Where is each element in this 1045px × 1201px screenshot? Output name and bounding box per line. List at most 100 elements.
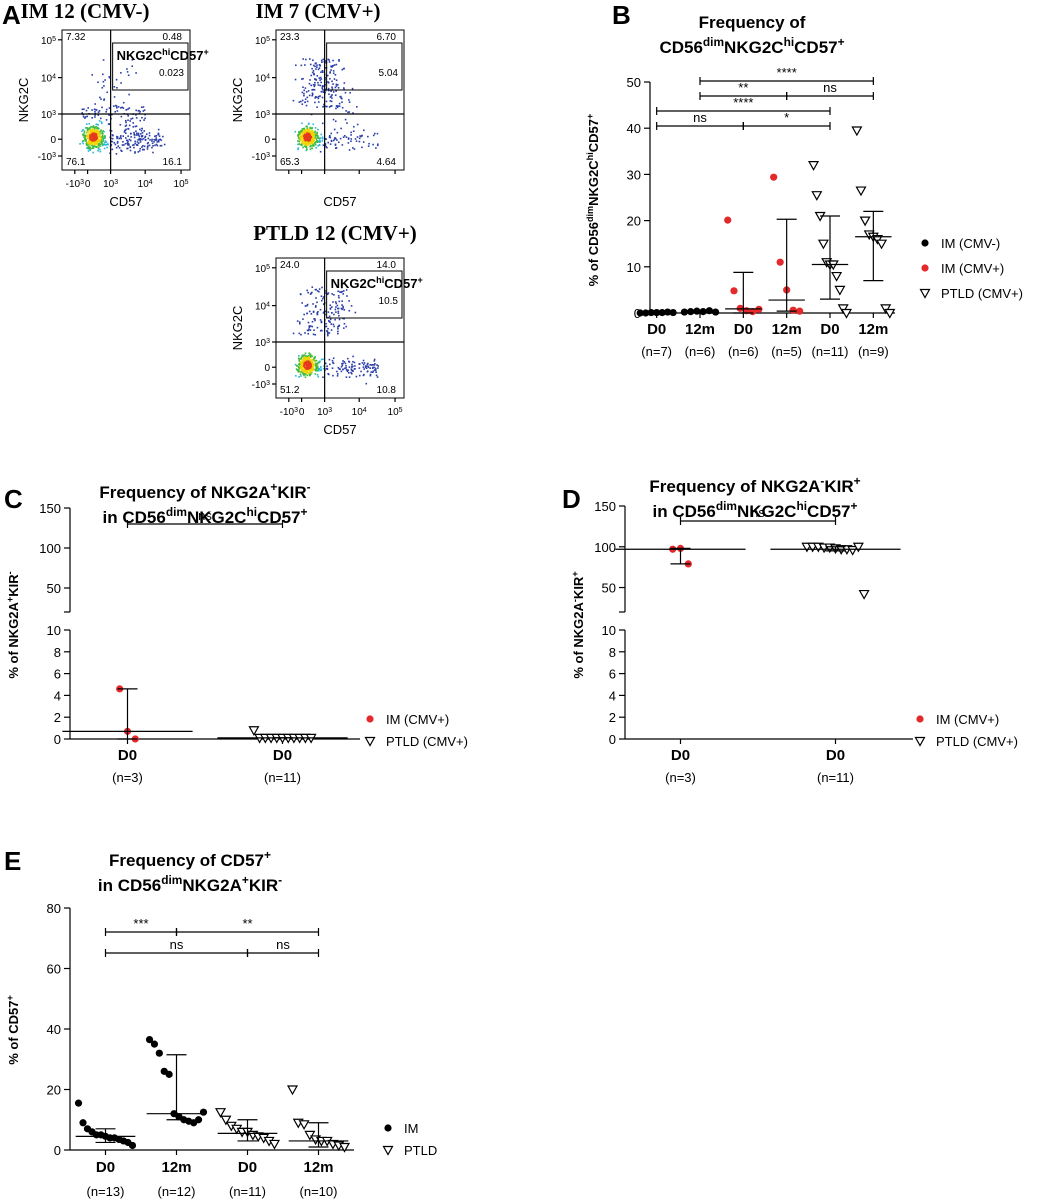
density-dot [98, 136, 101, 138]
density-dot [345, 376, 348, 378]
density-dot [317, 81, 319, 84]
density-dot [309, 144, 312, 147]
text-part: + [838, 35, 845, 49]
density-dot [316, 131, 319, 134]
density-dot [95, 132, 98, 134]
density-dot [346, 369, 349, 372]
point [155, 1049, 163, 1057]
point [165, 1070, 173, 1078]
density-dot [330, 306, 333, 308]
text-part: 10 [255, 74, 267, 85]
density-dot [327, 89, 330, 92]
quadrant-value: 24.0 [280, 260, 300, 271]
y-tick-label: 40 [47, 1022, 61, 1037]
density-dot [301, 302, 303, 304]
density-dot [300, 375, 302, 377]
density-dot [309, 373, 312, 376]
density-dot [321, 96, 324, 99]
text-part: 10 [255, 338, 267, 349]
density-dot [98, 138, 101, 141]
x-tick-label: -103 [66, 179, 84, 191]
chart-title: Frequency of CD57+ [109, 848, 271, 870]
density-dot [308, 326, 311, 329]
density-dot [141, 116, 143, 119]
density-dot [314, 62, 317, 65]
density-dot [363, 368, 365, 370]
density-dot [306, 368, 308, 370]
density-dot [82, 115, 85, 118]
text-part: NKG2C [331, 276, 377, 291]
y-axis-label: % of CD57+ [5, 995, 21, 1065]
density-dot [115, 105, 118, 108]
point [859, 216, 871, 227]
density-dot [155, 137, 158, 139]
density-dot [328, 59, 330, 61]
density-dot [303, 127, 306, 130]
density-dot [373, 369, 376, 371]
text-part: NKG2C [187, 508, 247, 527]
density-dot [313, 89, 316, 91]
density-dot [86, 147, 88, 149]
density-dot [103, 136, 106, 139]
x-tick-label: D0 [820, 321, 839, 338]
y-tick-label: -103 [252, 380, 270, 392]
y-tick-label: 4 [609, 688, 616, 703]
density-dot [352, 360, 354, 363]
density-dot [335, 83, 338, 86]
density-dot [129, 146, 131, 149]
density-dot [329, 136, 332, 139]
quadrant-value: 4.64 [377, 157, 397, 168]
density-dot [319, 79, 321, 81]
text-part: 5 [266, 35, 270, 42]
text-part: 4 [52, 73, 56, 80]
density-dot [322, 296, 325, 298]
point [128, 1141, 137, 1150]
density-dot [131, 65, 134, 68]
text-part: -10 [252, 380, 267, 391]
density-dot [367, 145, 370, 147]
density-dot [372, 143, 374, 146]
density-dot [313, 85, 316, 88]
density-dot [371, 371, 374, 374]
density-dot [331, 88, 334, 90]
density-dot [314, 305, 317, 307]
density-dot [127, 108, 129, 110]
density-dot [303, 359, 305, 361]
density-dot [92, 126, 95, 129]
density-dot [319, 329, 322, 332]
density-dot [84, 116, 87, 118]
density-dot [145, 133, 148, 135]
density-dot [303, 129, 306, 132]
density-dot [319, 319, 322, 321]
density-dot [99, 150, 102, 153]
density-dot [102, 59, 105, 61]
density-dot [303, 354, 305, 357]
text-part: KIR [824, 477, 853, 496]
point [199, 1108, 208, 1116]
density-dot [302, 362, 304, 364]
density-dot [92, 146, 94, 148]
text-part: + [203, 47, 208, 57]
density-dot [109, 76, 111, 79]
group-size: (n=11) [817, 770, 854, 785]
text-part: Frequency of NKG2A [99, 483, 270, 502]
text-part: 0 [50, 135, 56, 146]
density-dot [314, 81, 316, 84]
density-dot [312, 303, 314, 305]
x-tick-label: 104 [138, 179, 153, 191]
density-dot [331, 80, 333, 83]
density-dot [135, 125, 138, 128]
density-dot [139, 147, 142, 150]
density-dot [304, 369, 307, 371]
density-dot [330, 311, 333, 314]
group-size: (n=5) [771, 344, 802, 359]
density-dot [92, 151, 94, 154]
text-part: - [570, 599, 580, 602]
density-dot [354, 138, 357, 140]
density-dot [93, 108, 96, 111]
density-dot [124, 132, 127, 135]
density-dot [337, 332, 339, 335]
y-tick-label: 40 [627, 121, 641, 136]
density-dot [114, 110, 117, 113]
density-dot [101, 86, 104, 89]
